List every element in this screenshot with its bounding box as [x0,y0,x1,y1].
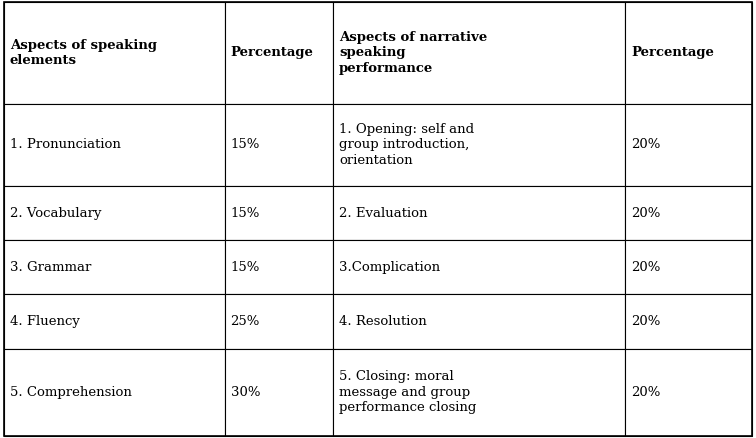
Text: 20%: 20% [631,386,661,399]
Text: 1. Pronunciation: 1. Pronunciation [10,138,121,151]
Bar [225,349,333,436]
Text: 15%: 15% [231,207,260,219]
Bar [225,240,333,294]
Bar [333,103,625,186]
Text: 20%: 20% [631,138,661,151]
Text: Aspects of speaking
elements: Aspects of speaking elements [10,39,156,67]
Text: 3. Grammar: 3. Grammar [10,261,91,274]
Bar [4,294,225,349]
Bar [625,349,752,436]
Bar [4,349,225,436]
Bar [225,186,333,240]
Text: 25%: 25% [231,315,260,328]
Text: 2. Vocabulary: 2. Vocabulary [10,207,101,219]
Text: Percentage: Percentage [231,46,314,60]
Bar [4,186,225,240]
Text: 5. Comprehension: 5. Comprehension [10,386,132,399]
Bar [333,186,625,240]
Bar [625,186,752,240]
Text: 5. Closing: moral
message and group
performance closing: 5. Closing: moral message and group perf… [339,370,476,414]
Bar [333,2,625,103]
Text: 20%: 20% [631,261,661,274]
Text: 20%: 20% [631,315,661,328]
Bar [225,294,333,349]
Bar [333,240,625,294]
Text: 2. Evaluation: 2. Evaluation [339,207,428,219]
Text: Percentage: Percentage [631,46,714,60]
Text: 15%: 15% [231,261,260,274]
Text: 20%: 20% [631,207,661,219]
Bar [225,103,333,186]
Bar [333,349,625,436]
Text: 1. Opening: self and
group introduction,
orientation: 1. Opening: self and group introduction,… [339,123,474,167]
Bar [333,294,625,349]
Bar [4,2,225,103]
Text: 15%: 15% [231,138,260,151]
Text: 4. Fluency: 4. Fluency [10,315,79,328]
Bar [4,103,225,186]
Bar [225,2,333,103]
Bar [4,240,225,294]
Text: Aspects of narrative
speaking
performance: Aspects of narrative speaking performanc… [339,31,488,75]
Text: 30%: 30% [231,386,260,399]
Bar [625,2,752,103]
Bar [625,103,752,186]
Bar [625,294,752,349]
Bar [625,240,752,294]
Text: 3.Complication: 3.Complication [339,261,440,274]
Text: 4. Resolution: 4. Resolution [339,315,427,328]
